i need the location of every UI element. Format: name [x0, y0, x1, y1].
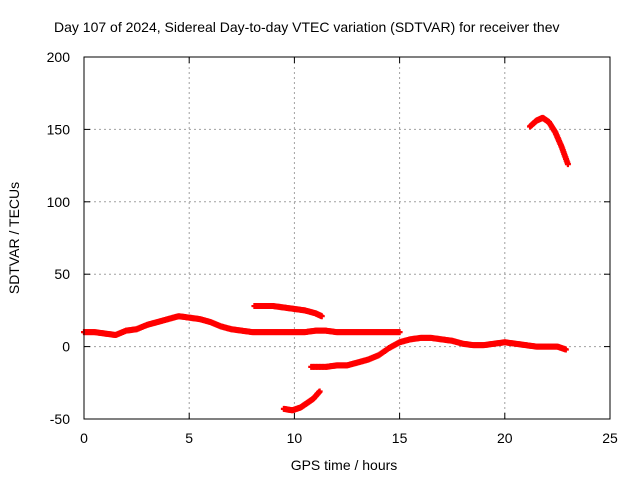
- y-tick-label: 100: [47, 194, 71, 210]
- y-tick-label: 150: [47, 121, 71, 137]
- y-tick-label: 0: [62, 339, 70, 355]
- data-point: [564, 161, 571, 168]
- series-arc2: [251, 303, 325, 320]
- series-arc5: [527, 114, 571, 168]
- series-arc1: [81, 313, 403, 339]
- x-tick-label: 15: [392, 430, 408, 446]
- y-tick-label: 200: [47, 49, 71, 65]
- x-tick-label: 25: [602, 430, 618, 446]
- y-tick-labels: -50 0 50 100 150 200: [47, 49, 71, 427]
- plot-frame: [83, 56, 611, 420]
- series-arc3: [280, 388, 323, 414]
- data-point: [396, 329, 403, 336]
- data-point: [316, 388, 323, 395]
- x-tick-label: 0: [80, 430, 88, 446]
- chart-title: Day 107 of 2024, Sidereal Day-to-day VTE…: [54, 19, 560, 35]
- x-tick-labels: 0 5 10 15 20 25: [80, 430, 618, 446]
- data-points: [81, 114, 571, 414]
- y-tick-label: -50: [50, 411, 70, 427]
- grid-lines: [84, 57, 610, 419]
- y-tick-label: 50: [54, 266, 70, 282]
- x-axis-label: GPS time / hours: [291, 457, 398, 473]
- series-arc4: [308, 334, 569, 370]
- x-tick-label: 20: [497, 430, 513, 446]
- x-tick-label: 10: [287, 430, 303, 446]
- data-point: [562, 346, 569, 353]
- y-axis-label: SDTVAR / TECUs: [6, 182, 22, 294]
- x-tick-label: 5: [185, 430, 193, 446]
- data-point: [318, 313, 325, 320]
- axis-ticks: [83, 56, 611, 420]
